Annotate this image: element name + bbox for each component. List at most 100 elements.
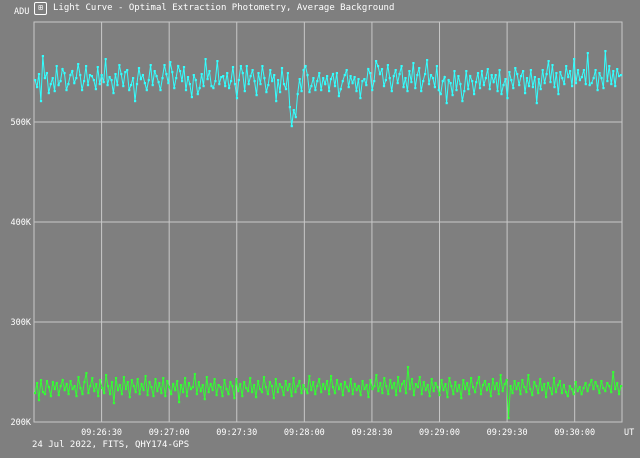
data-point xyxy=(555,72,558,75)
series-0 xyxy=(34,50,623,128)
data-point xyxy=(278,383,281,386)
data-point xyxy=(454,381,457,384)
data-point xyxy=(361,80,364,83)
data-point xyxy=(495,382,498,385)
data-point xyxy=(620,385,623,388)
data-point xyxy=(578,79,581,82)
data-point xyxy=(322,383,325,386)
data-point xyxy=(560,392,563,395)
data-point xyxy=(403,380,406,383)
data-point xyxy=(261,65,264,68)
data-point xyxy=(257,72,260,75)
data-point xyxy=(75,395,78,398)
data-point xyxy=(438,394,441,397)
data-point xyxy=(171,71,174,74)
data-point xyxy=(99,379,102,382)
data-point xyxy=(377,390,380,393)
data-point xyxy=(618,75,621,78)
data-point xyxy=(221,395,224,398)
data-point xyxy=(155,75,158,78)
data-point xyxy=(87,392,90,395)
data-point xyxy=(284,380,287,383)
data-point xyxy=(108,76,111,79)
data-point xyxy=(418,376,421,379)
data-point xyxy=(604,50,607,53)
data-point xyxy=(318,378,321,381)
data-point xyxy=(353,76,356,79)
data-point xyxy=(180,384,183,387)
data-point xyxy=(201,384,204,387)
data-point xyxy=(478,87,482,90)
data-point xyxy=(268,381,271,384)
data-point xyxy=(191,386,194,389)
x-axis-label: UT xyxy=(624,428,634,438)
data-point xyxy=(199,390,202,393)
data-point xyxy=(412,394,415,397)
data-point xyxy=(65,89,68,92)
data-point xyxy=(178,401,181,404)
data-point xyxy=(331,73,335,76)
data-point xyxy=(294,116,297,119)
data-point xyxy=(401,383,404,386)
data-point xyxy=(51,77,54,80)
data-point xyxy=(36,86,39,89)
data-point xyxy=(551,64,554,67)
data-point xyxy=(98,83,101,86)
x-tick-label: 09:29:00 xyxy=(419,428,460,438)
data-point xyxy=(217,384,220,387)
data-point xyxy=(160,392,163,395)
data-point xyxy=(237,390,240,393)
data-point xyxy=(337,95,340,98)
data-point xyxy=(328,393,331,396)
data-point xyxy=(314,393,317,396)
data-point xyxy=(184,377,187,380)
data-point xyxy=(347,86,350,89)
data-point xyxy=(618,393,621,396)
axis-labels: ADU UT xyxy=(14,7,634,438)
data-point xyxy=(206,78,209,81)
data-point xyxy=(47,92,50,95)
data-point xyxy=(109,393,112,396)
data-point xyxy=(286,389,289,392)
data-point xyxy=(225,388,228,391)
data-point xyxy=(404,77,407,80)
data-point xyxy=(598,72,601,75)
data-point xyxy=(153,70,156,73)
data-point xyxy=(247,390,250,393)
data-point xyxy=(488,88,491,91)
data-point xyxy=(481,384,485,387)
light-curve-app-icon[interactable]: ⊞ xyxy=(34,1,47,15)
window-titlebar: ⊞ Light Curve - Optimal Extraction Photo… xyxy=(0,0,640,16)
data-point xyxy=(251,391,254,394)
x-tick-label: 09:28:30 xyxy=(351,428,392,438)
data-point xyxy=(410,81,413,84)
data-point xyxy=(67,393,70,396)
data-point xyxy=(43,393,47,396)
data-point xyxy=(79,74,82,77)
data-point xyxy=(515,388,518,391)
data-point xyxy=(330,375,333,378)
data-point xyxy=(61,379,64,382)
data-point xyxy=(335,72,338,75)
data-point xyxy=(393,382,396,385)
data-point xyxy=(606,80,609,83)
data-point xyxy=(337,388,341,391)
data-point xyxy=(81,89,84,92)
data-point xyxy=(462,379,465,382)
data-point xyxy=(485,389,488,392)
data-point xyxy=(469,75,472,78)
data-point xyxy=(37,73,41,76)
data-point xyxy=(529,388,532,391)
data-point xyxy=(504,78,507,81)
data-point xyxy=(216,60,219,63)
data-point xyxy=(211,389,214,392)
data-point xyxy=(322,77,325,80)
data-point xyxy=(284,88,288,91)
data-point xyxy=(502,84,505,87)
data-point xyxy=(422,80,425,83)
data-point xyxy=(558,380,561,383)
data-point xyxy=(239,65,242,68)
data-point xyxy=(443,76,446,79)
data-point xyxy=(339,88,342,91)
